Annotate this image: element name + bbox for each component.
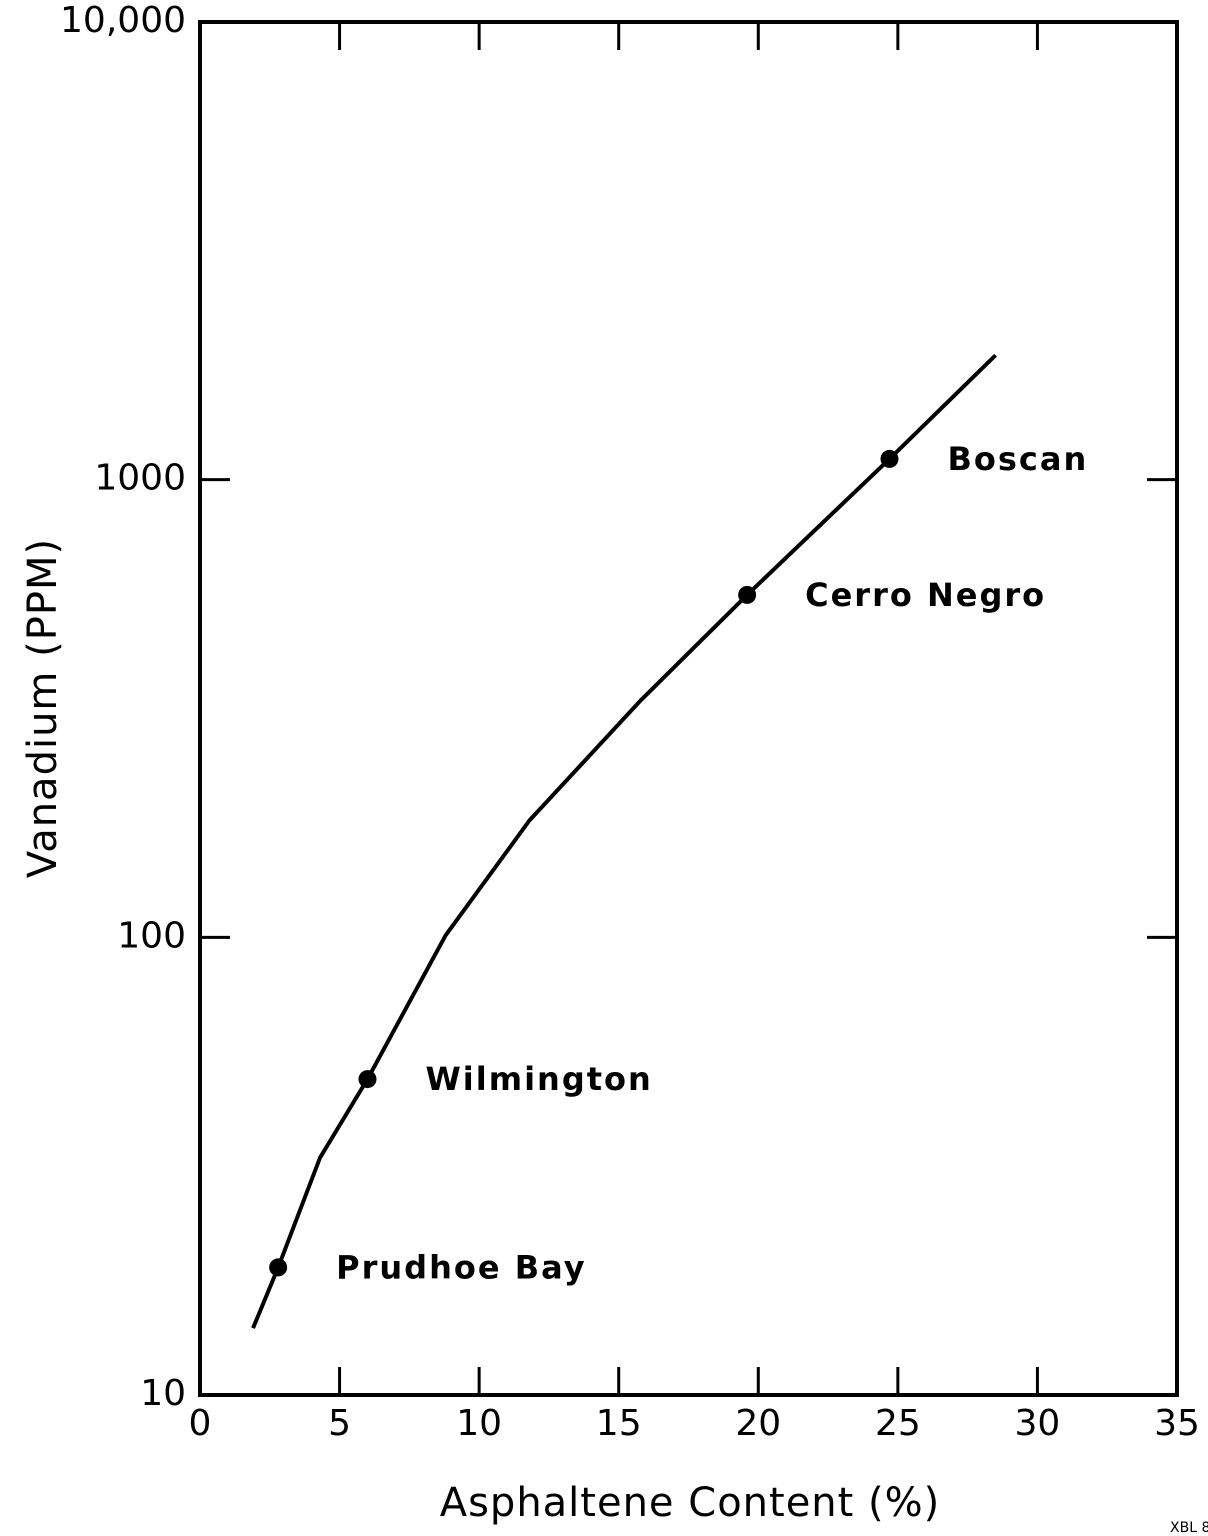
data-point <box>880 449 899 468</box>
data-point <box>358 1070 377 1089</box>
plot-frame <box>198 20 1179 1397</box>
x-tick-label: 0 <box>189 1403 212 1444</box>
x-tick-label: 30 <box>1015 1403 1061 1444</box>
fit-curve <box>251 353 997 1329</box>
point-label: Cerro Negro <box>805 576 1046 614</box>
x-axis-label: Asphaltene Content (%) <box>440 1480 941 1526</box>
y-axis-label: Vanadium (PPM) <box>20 538 66 878</box>
point-label: Boscan <box>947 440 1088 478</box>
y-tick-label: 10 <box>140 1373 186 1414</box>
figure-id: XBL 8011-2252 <box>1170 1520 1208 1536</box>
y-tick-label: 10,000 <box>60 0 186 41</box>
x-tick-label: 20 <box>735 1403 781 1444</box>
y-tick-label: 100 <box>117 915 186 956</box>
y-tick-label: 1000 <box>94 458 186 499</box>
x-tick-label: 25 <box>875 1403 921 1444</box>
x-tick-label: 10 <box>456 1403 502 1444</box>
x-tick-label: 15 <box>596 1403 642 1444</box>
data-point <box>738 585 757 604</box>
x-tick-label: 35 <box>1154 1403 1200 1444</box>
x-tick-label: 5 <box>328 1403 351 1444</box>
point-label: Wilmington <box>425 1060 652 1098</box>
data-point <box>269 1258 288 1277</box>
point-label: Prudhoe Bay <box>336 1248 586 1286</box>
